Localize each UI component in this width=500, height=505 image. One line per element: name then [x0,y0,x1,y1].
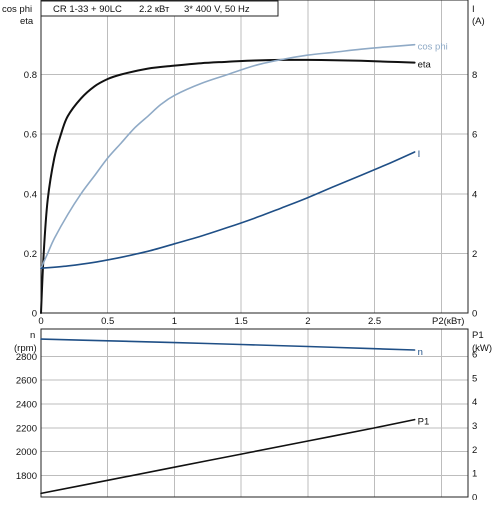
right-tick-0-4: 8 [472,70,477,81]
right-axis-label-i: I [472,4,475,15]
series-label-cos-phi: cos phi [418,42,448,53]
series-line-p1 [40,418,416,495]
series-label-i: I [418,149,421,160]
series-label-n: n [418,347,423,358]
series-label-p1: P1 [418,417,430,428]
x-axis-label-p2: P2(кВт) [432,316,464,327]
right-tick-0-2: 4 [472,189,477,200]
grid-layer [41,0,468,497]
left-axis-label-rpm: (rpm) [14,343,37,354]
series-layer [40,43,416,495]
right-tick-0-0: 0 [472,309,477,320]
series-labels: eta cos phi In P1 [418,42,448,428]
right-axis-label-unit-kw: (kW) [472,343,492,354]
left-axis-label-n: n [30,330,35,341]
x-tick-2: 1 [172,316,177,327]
header-supply: 3* 400 V, 50 Hz [184,4,250,15]
right-tick-1-6: 6 [472,350,477,361]
header-power: 2.2 кВт [139,4,170,15]
left-tick-0-1: 0.2 [24,249,37,260]
left-tick-1-4: 2600 [16,376,37,387]
left-tick-1-3: 2400 [16,400,37,411]
right-axis-label-unit-a: (A) [472,16,485,27]
left-tick-1-5: 2800 [16,352,37,363]
series-line-i [40,151,416,270]
right-tick-1-0: 0 [472,493,477,501]
x-tick-5: 2.5 [368,316,381,327]
plot-frames [40,0,469,498]
x-tick-0: 0 [38,316,43,327]
series-line-cos-phi [40,43,416,270]
left-tick-0-3: 0.6 [24,130,37,141]
left-tick-1-0: 1800 [16,471,37,482]
right-tick-1-3: 3 [472,421,477,432]
left-axis-label-cosphi: cos phi [2,4,32,15]
right-axis-label-p1: P1 [472,330,484,341]
left-axis-label-eta: eta [20,16,34,27]
left-tick-1-2: 2200 [16,423,37,434]
x-tick-3: 1.5 [235,316,248,327]
right-tick-1-5: 5 [472,373,477,384]
left-tick-0-0: 0 [32,309,37,320]
left-tick-0-2: 0.4 [24,189,37,200]
header-box: CR 1-33 + 90LC 2.2 кВт 3* 400 V, 50 Hz [40,0,279,17]
left-tick-0-4: 0.8 [24,70,37,81]
right-tick-0-1: 2 [472,249,477,260]
header-model: CR 1-33 + 90LC [53,4,122,15]
right-tick-1-4: 4 [472,397,477,408]
series-line-eta [40,58,416,314]
header-frame [40,0,279,17]
series-line-n [40,338,416,351]
series-label-eta: eta [418,60,432,71]
plot-frame-1 [40,328,469,498]
right-tick-0-3: 6 [472,130,477,141]
right-tick-1-1: 1 [472,469,477,480]
plot-frame-0 [40,0,469,314]
x-tick-1: 0.5 [101,316,114,327]
left-tick-1-1: 2000 [16,447,37,458]
right-tick-1-2: 2 [472,445,477,456]
x-tick-4: 2 [305,316,310,327]
